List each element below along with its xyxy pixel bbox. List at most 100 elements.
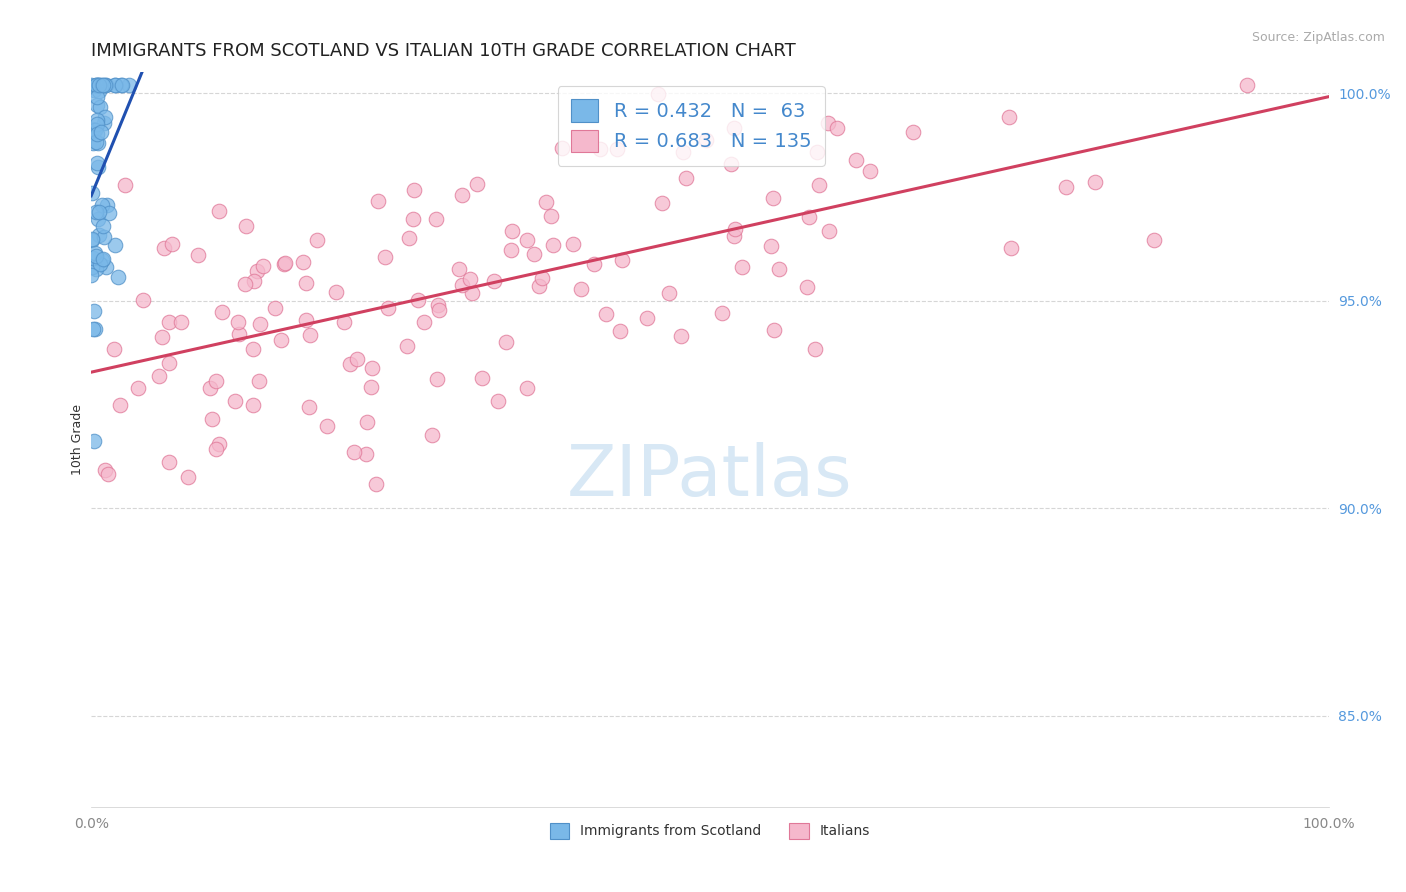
Point bbox=[569, 282, 592, 296]
Point bbox=[720, 157, 742, 171]
Point bbox=[104, 78, 127, 92]
Point bbox=[94, 78, 117, 92]
Point bbox=[84, 123, 107, 137]
Point bbox=[804, 343, 827, 357]
Point bbox=[148, 369, 170, 384]
Point bbox=[201, 411, 224, 425]
Point bbox=[93, 78, 115, 92]
Point bbox=[325, 285, 347, 299]
Point bbox=[818, 224, 841, 238]
Point bbox=[723, 228, 745, 243]
Point bbox=[90, 78, 112, 92]
Point bbox=[153, 241, 176, 255]
Point bbox=[501, 243, 523, 257]
Point bbox=[562, 237, 585, 252]
Point bbox=[294, 276, 316, 290]
Point bbox=[177, 470, 200, 484]
Point bbox=[669, 329, 692, 343]
Point bbox=[86, 117, 108, 131]
Point bbox=[534, 195, 557, 210]
Point bbox=[759, 239, 782, 253]
Point bbox=[402, 212, 425, 227]
Point bbox=[292, 255, 315, 269]
Point bbox=[247, 375, 270, 389]
Point bbox=[482, 274, 505, 288]
Point bbox=[94, 110, 117, 124]
Point bbox=[132, 293, 155, 307]
Point bbox=[273, 257, 295, 271]
Point bbox=[406, 293, 429, 308]
Point bbox=[93, 229, 115, 244]
Point bbox=[104, 78, 127, 92]
Point bbox=[242, 342, 264, 356]
Point bbox=[84, 262, 107, 277]
Text: ZIPatlas: ZIPatlas bbox=[567, 442, 852, 511]
Point bbox=[83, 322, 105, 336]
Point bbox=[501, 225, 523, 239]
Point bbox=[307, 233, 329, 247]
Point bbox=[374, 250, 396, 264]
Point bbox=[91, 219, 114, 234]
Point bbox=[93, 463, 115, 477]
Point bbox=[527, 279, 550, 293]
Point bbox=[425, 211, 447, 226]
Point bbox=[658, 285, 681, 300]
Point bbox=[187, 248, 209, 262]
Point bbox=[730, 260, 752, 275]
Point bbox=[84, 78, 107, 92]
Point bbox=[516, 234, 538, 248]
Point bbox=[333, 315, 356, 329]
Point bbox=[1000, 241, 1022, 255]
Point bbox=[451, 188, 474, 202]
Point bbox=[87, 205, 110, 219]
Point bbox=[157, 315, 180, 329]
Point bbox=[316, 419, 339, 434]
Point bbox=[93, 116, 115, 130]
Point bbox=[114, 178, 136, 192]
Point bbox=[103, 342, 125, 356]
Point bbox=[91, 78, 114, 92]
Point bbox=[346, 352, 368, 367]
Point bbox=[107, 270, 129, 285]
Point bbox=[86, 249, 108, 263]
Point bbox=[87, 227, 110, 242]
Point bbox=[398, 231, 420, 245]
Point bbox=[87, 136, 110, 150]
Point bbox=[420, 428, 443, 442]
Point bbox=[541, 237, 564, 252]
Point bbox=[86, 97, 108, 112]
Point bbox=[82, 136, 104, 150]
Point bbox=[233, 277, 256, 292]
Y-axis label: 10th Grade: 10th Grade bbox=[72, 404, 84, 475]
Point bbox=[270, 333, 292, 347]
Point bbox=[1236, 78, 1258, 92]
Point bbox=[768, 261, 790, 276]
Point bbox=[90, 126, 112, 140]
Point bbox=[83, 304, 105, 318]
Point bbox=[1143, 233, 1166, 247]
Point bbox=[87, 84, 110, 98]
Point bbox=[675, 170, 697, 185]
Point bbox=[274, 256, 297, 270]
Point bbox=[530, 271, 553, 285]
Point bbox=[157, 455, 180, 469]
Point bbox=[458, 272, 481, 286]
Point bbox=[551, 141, 574, 155]
Point bbox=[243, 274, 266, 288]
Point bbox=[461, 286, 484, 301]
Text: IMMIGRANTS FROM SCOTLAND VS ITALIAN 10TH GRADE CORRELATION CHART: IMMIGRANTS FROM SCOTLAND VS ITALIAN 10TH… bbox=[91, 42, 796, 60]
Point bbox=[252, 260, 274, 274]
Point bbox=[83, 83, 105, 97]
Point bbox=[356, 415, 378, 429]
Point bbox=[98, 205, 121, 219]
Point bbox=[610, 252, 633, 267]
Point bbox=[224, 393, 246, 408]
Point bbox=[118, 78, 141, 92]
Point bbox=[242, 398, 264, 412]
Point bbox=[96, 197, 118, 211]
Point bbox=[724, 222, 747, 236]
Point bbox=[264, 301, 287, 315]
Point bbox=[97, 467, 120, 481]
Point bbox=[82, 232, 104, 246]
Point bbox=[91, 252, 114, 267]
